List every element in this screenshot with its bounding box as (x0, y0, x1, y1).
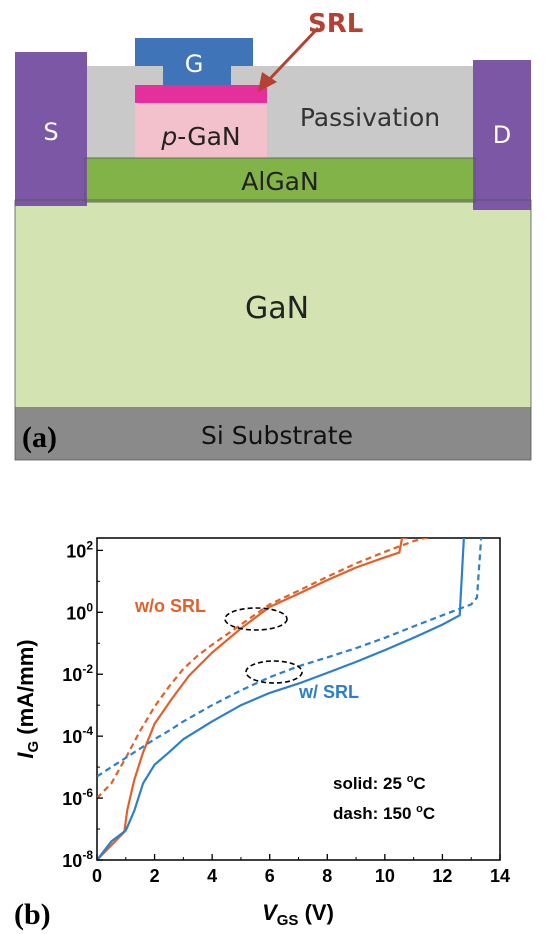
series-line-3 (97, 538, 465, 860)
algan-label: AlGaN (241, 167, 318, 196)
series-line-2 (97, 538, 430, 799)
x-tick-label: 2 (150, 866, 160, 886)
gan-label: GaN (245, 291, 309, 326)
y-tick-label: 10-2 (62, 662, 93, 685)
x-tick-label: 12 (432, 866, 452, 886)
srl-arrow (263, 26, 320, 86)
annotation-ellipse-without-srl (224, 607, 288, 631)
passivation-label: Passivation (300, 103, 440, 132)
y-tick-label: 100 (66, 600, 93, 623)
y-axis-label: IG (mA/mm) (13, 639, 42, 758)
p-gan-label: p-GaN (160, 122, 240, 151)
x-tick-label: 6 (265, 866, 275, 886)
series-line-1 (97, 538, 410, 860)
annotation-without-srl: w/o SRL (134, 596, 206, 616)
y-tick-label: 102 (66, 538, 93, 561)
annotation-ellipse-with-srl (245, 660, 303, 684)
series-layer (97, 538, 483, 860)
tick-layer: 0 2 4 6 8 10 12 14 102 100 10-2 10-4 10-6 10-8 (62, 538, 510, 886)
panel-a-device-cross-section: SRL G p-GaN Passivation S D AlGaN GaN Si… (14, 9, 532, 461)
source-label: S (43, 118, 58, 146)
x-axis-label: VGS (V) (262, 900, 334, 929)
note-solid-temperature: solid: 25 oC (333, 773, 426, 793)
source-contact (15, 52, 87, 206)
x-tick-label: 14 (490, 866, 510, 886)
x-tick-label: 0 (92, 866, 102, 886)
y-tick-label: 10-8 (62, 848, 93, 871)
x-tick-label: 8 (322, 866, 332, 886)
panel-b-chart: 0 2 4 6 8 10 12 14 102 100 10-2 10-4 10-6 10-8 w/o SR… (13, 537, 510, 931)
series-line-4 (97, 538, 483, 778)
srl-label: SRL (308, 9, 363, 39)
layer-outlines (14, 157, 532, 461)
y-tick-label: 10-6 (62, 786, 93, 809)
note-dash-temperature: dash: 150 oC (333, 803, 435, 823)
x-tick-label: 10 (375, 866, 395, 886)
annotation-with-srl: w/ SRL (298, 682, 359, 702)
panel-b-label: (b) (14, 898, 51, 931)
x-tick-label: 4 (207, 866, 217, 886)
gate-label: G (185, 50, 204, 78)
gan-layer (15, 200, 531, 407)
gate-contact (135, 38, 253, 85)
srl-arrow-head (258, 72, 277, 92)
drain-contact (473, 60, 531, 210)
si-substrate-layer (15, 407, 531, 460)
substrate-label: Si Substrate (201, 421, 353, 450)
panel-a-label: (a) (22, 421, 57, 454)
srl-layer (135, 85, 267, 103)
drain-label: D (493, 121, 511, 149)
algan-layer (85, 158, 475, 202)
y-tick-label: 10-4 (62, 724, 93, 747)
